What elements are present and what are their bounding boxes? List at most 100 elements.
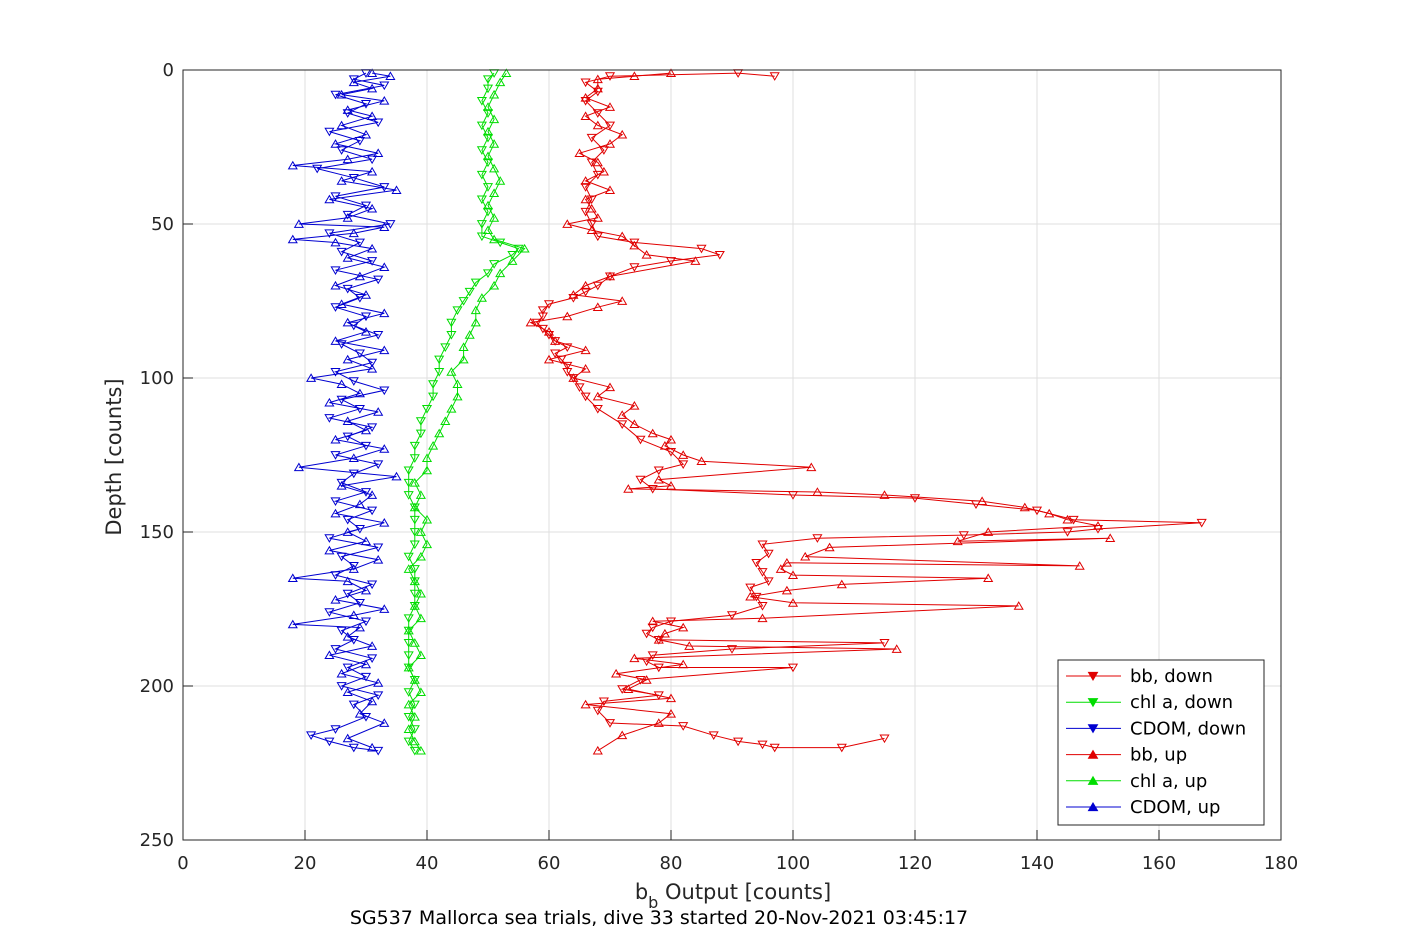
data-point bbox=[476, 232, 487, 242]
data-point bbox=[757, 540, 768, 550]
data-point bbox=[659, 440, 670, 450]
data-point bbox=[385, 71, 396, 81]
data-point bbox=[354, 499, 365, 509]
data-point bbox=[342, 663, 353, 673]
data-point bbox=[604, 719, 616, 728]
data-point bbox=[714, 250, 725, 260]
data-point bbox=[586, 133, 597, 143]
data-point bbox=[641, 675, 652, 684]
legend-marker bbox=[1087, 775, 1099, 785]
data-point bbox=[342, 733, 353, 743]
legend-marker bbox=[1087, 801, 1099, 812]
data-point bbox=[476, 146, 487, 155]
data-point bbox=[489, 89, 500, 99]
data-point bbox=[617, 296, 628, 305]
data-point bbox=[592, 706, 603, 716]
data-point bbox=[562, 361, 573, 371]
data-point bbox=[592, 120, 603, 130]
data-point bbox=[482, 158, 494, 168]
data-point bbox=[604, 121, 616, 131]
data-point bbox=[537, 324, 548, 334]
data-point bbox=[446, 318, 457, 328]
data-point bbox=[409, 565, 420, 574]
series-chl-a-down bbox=[403, 69, 524, 756]
data-point bbox=[287, 234, 298, 244]
data-point bbox=[458, 297, 469, 306]
data-point bbox=[684, 641, 695, 650]
data-point bbox=[342, 354, 353, 364]
data-point bbox=[647, 651, 658, 660]
data-point bbox=[482, 126, 494, 136]
data-point bbox=[604, 72, 616, 81]
data-point bbox=[592, 281, 603, 291]
data-point bbox=[452, 391, 463, 401]
data-point bbox=[678, 450, 689, 459]
axis-ticks: 0 20 40 60 80 100 120 140 160 180 0 50 100 150 200 250 bbox=[140, 60, 1299, 874]
series-line bbox=[408, 72, 526, 751]
data-point bbox=[330, 497, 341, 506]
data-point bbox=[476, 121, 487, 131]
data-point bbox=[482, 84, 494, 94]
data-point bbox=[348, 377, 359, 386]
x-tick-label: 140 bbox=[1020, 853, 1054, 874]
data-point bbox=[367, 68, 378, 77]
data-point bbox=[379, 81, 390, 91]
data-point bbox=[367, 166, 378, 176]
data-point bbox=[330, 434, 341, 444]
data-point bbox=[348, 743, 359, 753]
data-point bbox=[367, 423, 378, 433]
data-point bbox=[415, 687, 426, 697]
data-point bbox=[403, 625, 414, 635]
data-point bbox=[324, 650, 335, 660]
data-point bbox=[409, 638, 420, 647]
data-point bbox=[403, 699, 414, 709]
data-point bbox=[360, 536, 372, 546]
data-point bbox=[531, 318, 542, 328]
x-axis-label: bb Output [counts] bbox=[635, 880, 831, 912]
data-point bbox=[1062, 528, 1073, 537]
legend-entry: CDOM, down bbox=[1066, 718, 1246, 739]
data-point bbox=[489, 280, 500, 290]
data-point bbox=[678, 622, 689, 632]
data-point bbox=[336, 682, 347, 691]
legend: bb, down chl a, down CDOM, down bb, up chl a… bbox=[1057, 659, 1265, 826]
data-point bbox=[757, 602, 768, 611]
data-point bbox=[360, 659, 372, 669]
data-point bbox=[678, 659, 689, 669]
data-point bbox=[629, 238, 640, 248]
data-point bbox=[324, 608, 335, 617]
data-point bbox=[403, 662, 414, 672]
data-point bbox=[379, 222, 390, 231]
data-point bbox=[348, 469, 359, 479]
data-point bbox=[550, 349, 561, 359]
data-point bbox=[1074, 561, 1085, 570]
data-point bbox=[379, 517, 390, 527]
data-point bbox=[592, 157, 603, 167]
data-point bbox=[379, 718, 390, 727]
legend-label: CDOM, down bbox=[1130, 718, 1246, 739]
data-point bbox=[415, 490, 426, 499]
data-point bbox=[726, 611, 738, 620]
data-point bbox=[403, 688, 414, 697]
data-point bbox=[879, 734, 890, 744]
data-point bbox=[409, 441, 420, 451]
data-point bbox=[580, 194, 591, 204]
data-point bbox=[367, 155, 378, 165]
data-point bbox=[806, 462, 817, 472]
data-point bbox=[678, 460, 689, 470]
data-point bbox=[348, 228, 359, 238]
data-point bbox=[604, 271, 616, 281]
data-point bbox=[562, 219, 573, 228]
data-point bbox=[403, 737, 414, 747]
data-point bbox=[403, 466, 414, 476]
data-point bbox=[757, 613, 768, 623]
data-point bbox=[428, 392, 439, 402]
data-point bbox=[342, 317, 353, 327]
data-point bbox=[537, 312, 548, 322]
data-point bbox=[373, 148, 384, 158]
data-point bbox=[592, 232, 603, 242]
data-point bbox=[403, 651, 414, 660]
data-point bbox=[415, 527, 426, 536]
data-point bbox=[409, 540, 420, 550]
data-point bbox=[763, 577, 774, 587]
